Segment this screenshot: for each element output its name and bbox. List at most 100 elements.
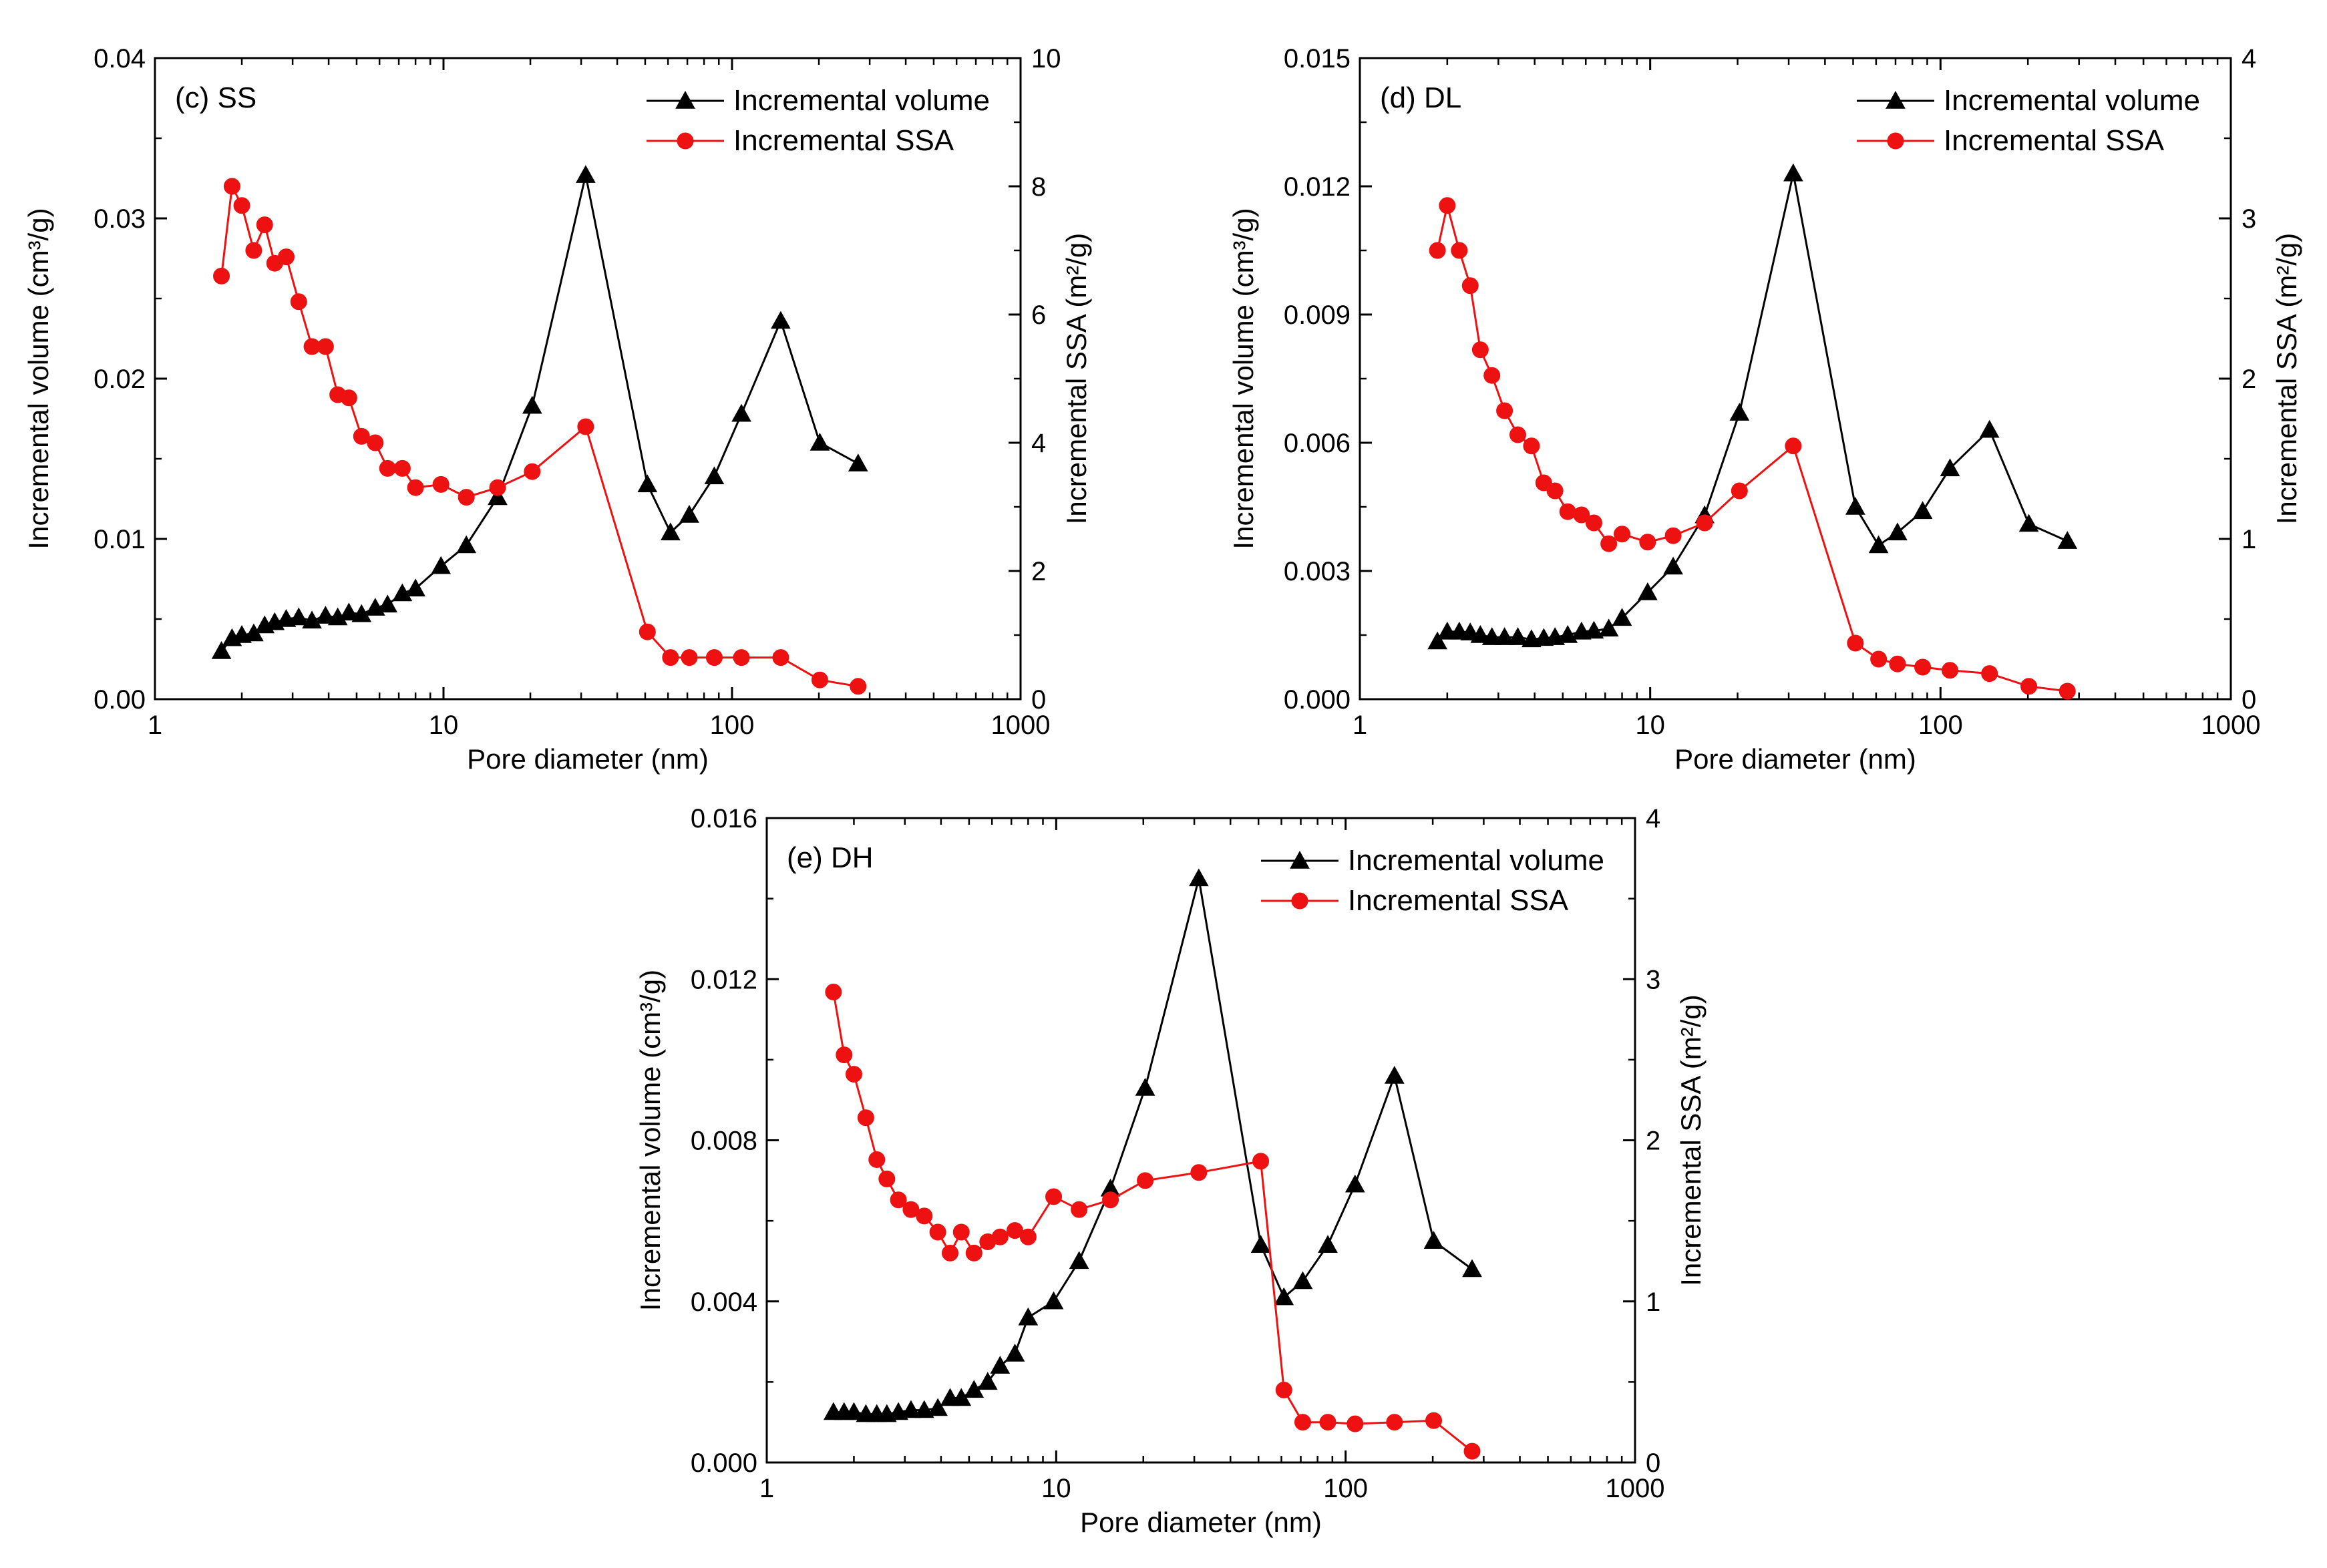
series-incremental-volume — [211, 165, 868, 659]
volume-point — [1384, 1065, 1405, 1084]
volume-point — [1135, 1078, 1155, 1096]
volume-point — [990, 1356, 1011, 1374]
volume-point — [302, 610, 322, 629]
volume-point — [928, 1398, 948, 1416]
ssa-point — [1585, 514, 1602, 532]
y-left-tick-label: 0.012 — [1284, 172, 1351, 202]
y-right-axis-title: Incremental SSA (m²/g) — [2271, 233, 2302, 524]
y-left-tick-label: 0.009 — [1284, 301, 1351, 330]
legend-triangle-icon — [675, 90, 695, 109]
legend-label-volume: Incremental volume — [1944, 84, 2200, 117]
volume-point — [1940, 458, 1960, 477]
legend-label-volume: Incremental volume — [1348, 844, 1604, 877]
volume-point — [1507, 627, 1528, 645]
volume-point — [1018, 1307, 1039, 1326]
ssa-point — [1785, 437, 1802, 455]
x-axis-title: Pore diameter (nm) — [1080, 1507, 1322, 1538]
panel-label: (d) DL — [1380, 81, 1461, 114]
ssa-point — [1731, 482, 1748, 500]
legend-circle-icon — [1291, 892, 1308, 910]
ssa-point — [1889, 655, 1906, 672]
volume-point — [1494, 627, 1515, 645]
ssa-point — [850, 678, 867, 695]
legend-label-volume: Incremental volume — [733, 84, 990, 117]
y-left-tick-label: 0.00 — [94, 685, 146, 715]
ssa-point — [845, 1066, 862, 1083]
ssa-point — [965, 1244, 982, 1261]
x-tick-label: 100 — [1323, 1474, 1368, 1503]
ssa-point — [1483, 367, 1501, 384]
ssa-point — [1347, 1415, 1364, 1432]
ssa-point — [379, 459, 396, 477]
legend-triangle-icon — [1290, 850, 1310, 869]
ssa-point — [1614, 526, 1631, 543]
ssa-point — [489, 479, 506, 496]
ssa-point — [1600, 535, 1618, 552]
ssa-point — [432, 475, 450, 493]
volume-point — [1979, 419, 2000, 438]
ssa-point — [1461, 277, 1479, 295]
y-right-tick-label: 1 — [1646, 1288, 1660, 1317]
ssa-point — [890, 1191, 907, 1209]
volume-point — [1638, 582, 1658, 600]
y-left-tick-label: 0.000 — [1284, 685, 1351, 715]
series-incremental-volume — [1427, 163, 2078, 650]
volume-point — [1888, 522, 1908, 541]
ssa-point — [1019, 1228, 1037, 1245]
volume-line — [1437, 173, 2068, 642]
ssa-point — [1451, 242, 1468, 259]
panel-dh: 1 10 100 1000 0.000 0.004 0.008 0.012 0.016 0 1 2 3 4… — [635, 804, 1707, 1538]
ssa-point — [772, 649, 789, 666]
ssa-point — [290, 293, 307, 311]
volume-point — [1912, 501, 1933, 520]
y-right-tick-label: 0 — [2242, 685, 2256, 715]
volume-point — [2057, 531, 2078, 549]
volume-point — [289, 607, 309, 626]
volume-point — [1729, 403, 1750, 421]
x-tick-label: 1 — [759, 1474, 774, 1503]
y-right-tick-label: 2 — [2242, 365, 2256, 394]
y-right-tick-label: 0 — [1646, 1448, 1660, 1478]
ssa-point — [277, 248, 295, 266]
volume-point — [731, 403, 751, 422]
x-tick-label: 1000 — [2201, 711, 2261, 740]
volume-point — [1663, 556, 1683, 575]
y-right-tick-label: 4 — [1646, 804, 1660, 833]
volume-point — [679, 504, 699, 523]
y-left-tick-label: 0.03 — [94, 204, 146, 234]
volume-point — [431, 556, 452, 574]
x-tick-label: 1 — [148, 711, 162, 740]
ssa-point — [458, 489, 475, 506]
volume-point — [315, 606, 336, 624]
y-left-tick-label: 0.02 — [94, 365, 146, 394]
legend-label-ssa: Incremental SSA — [733, 124, 954, 157]
volume-point — [456, 535, 477, 554]
x-tick-label: 100 — [1918, 711, 1963, 740]
y-left-tick-label: 0.000 — [691, 1448, 757, 1478]
legend: Incremental volume Incremental SSA — [1261, 844, 1604, 917]
ssa-point — [916, 1207, 933, 1225]
ssa-point — [942, 1244, 959, 1261]
ssa-point — [1471, 341, 1489, 359]
ssa-point — [1137, 1172, 1154, 1189]
ssa-point — [929, 1223, 946, 1241]
y-left-axis-title: Incremental volume (cm³/g) — [635, 970, 666, 1311]
x-tick-label: 100 — [710, 711, 755, 740]
ssa-point — [367, 434, 384, 451]
ssa-point — [1664, 527, 1682, 544]
y-right-tick-label: 4 — [1031, 429, 1046, 458]
volume-point — [1043, 1291, 1064, 1310]
x-tick-label: 10 — [1041, 1474, 1071, 1503]
volume-point — [844, 1402, 864, 1420]
ssa-point — [681, 649, 698, 666]
volume-point — [488, 487, 508, 506]
ssa-point — [1439, 197, 1456, 214]
volume-point — [637, 474, 658, 493]
ssa-point — [952, 1223, 970, 1241]
ssa-point — [393, 459, 411, 477]
y-left-tick-label: 0.008 — [691, 1127, 757, 1156]
x-tick-label: 10 — [1635, 711, 1665, 740]
series-incremental-volume — [824, 868, 1482, 1422]
volume-point — [1189, 868, 1209, 887]
